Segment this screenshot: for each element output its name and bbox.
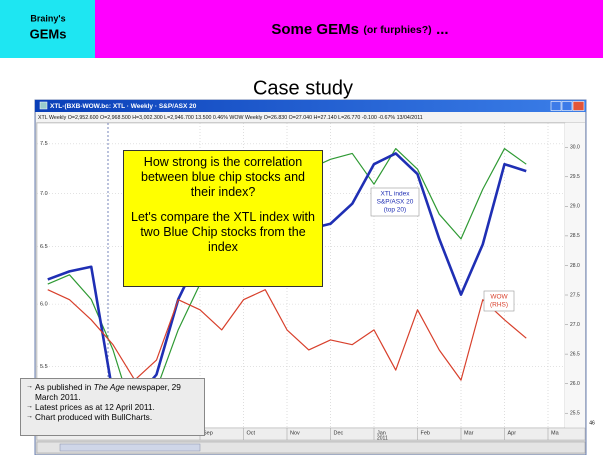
slide-title: Case study <box>253 77 353 99</box>
series-tag-text: (RHS) <box>490 302 508 309</box>
y2-tick-label: 28.5 <box>570 233 580 239</box>
header-title-sub: (or furphies?) <box>363 24 431 36</box>
x-tick-label: Nov <box>290 430 300 436</box>
x-tick-label: Dec <box>334 430 344 436</box>
window-title-bar <box>35 100 586 112</box>
y2-tick-label: 28.0 <box>570 263 580 269</box>
header-title-tail: ... <box>436 21 449 38</box>
note-item: As published in The Age newspaper, 29 Ma… <box>26 382 200 402</box>
y2-tick-label: 26.5 <box>570 351 580 357</box>
info-text: XTL Weekly O=2,952.600 O=2,968.500 H=3,0… <box>38 115 423 121</box>
note: As published in The Age newspaper, 29 Ma… <box>20 378 205 436</box>
close-button[interactable] <box>572 101 585 111</box>
y-tick-label: 6.0 <box>40 302 48 308</box>
y2-tick-label: 29.5 <box>570 174 580 180</box>
series-line <box>47 289 527 381</box>
series-tag-text: S&P/ASX 20 <box>377 199 414 206</box>
y2-tick-label: 30.0 <box>570 145 580 151</box>
right-axis-area <box>565 123 585 428</box>
brand-line: Brainy's <box>30 13 65 23</box>
window-title: XTL-(BXB-WOW.bc: XTL · Weekly · S&P/ASX … <box>50 103 197 110</box>
series-tag <box>483 290 515 312</box>
note-item: Latest prices as at 12 April 2011. <box>26 402 200 412</box>
window-icon <box>39 101 48 110</box>
series-tag-text: (top 20) <box>384 207 406 214</box>
series-tag <box>370 187 420 217</box>
page-number: 46 <box>589 420 595 426</box>
note-list: As published in The Age newspaper, 29 Ma… <box>25 382 200 422</box>
brand-line: GEMs <box>30 26 67 41</box>
y-tick-label: 7.0 <box>40 191 48 197</box>
y-tick-label: 6.5 <box>40 244 48 250</box>
x-tick-label: Oct <box>247 430 256 436</box>
x-tick-label: Feb <box>421 430 430 436</box>
x-tick-label: Mar <box>464 430 474 436</box>
brand-box <box>0 0 95 58</box>
y2-tick-label: 29.0 <box>570 204 580 210</box>
x-tick-label: Sep <box>203 430 213 436</box>
header-title-main: Some GEMs <box>271 21 359 38</box>
info-row <box>36 112 585 122</box>
series-tag-text: XTL index <box>380 191 410 198</box>
callout-proposal: Let's compare the XTL index with two Blu… <box>131 210 315 254</box>
x-year-label: 2011 <box>377 435 388 441</box>
note-italic: The Age <box>93 382 125 392</box>
note-item: Chart produced with BullCharts. <box>26 412 200 422</box>
y2-tick-label: 27.0 <box>570 322 580 328</box>
x-tick-label: Jan <box>377 430 386 436</box>
y2-tick-label: 25.5 <box>570 411 580 417</box>
y2-tick-label: 27.5 <box>570 292 580 298</box>
minimize-button[interactable] <box>550 101 562 111</box>
callout: How strong is the correlation between bl… <box>123 150 323 287</box>
header-bar <box>95 0 603 58</box>
note-text: As published in <box>35 382 94 392</box>
scrollbar-thumb[interactable] <box>59 443 201 452</box>
note-text: newspaper, 29 March 2011. <box>35 382 181 402</box>
series-tag-text: WOW <box>490 294 508 301</box>
header-title: Some GEMs (or furphies?) ... <box>271 21 448 38</box>
y2-tick-label: 26.0 <box>570 381 580 387</box>
x-tick-label: Apr <box>508 430 517 436</box>
scrollbar[interactable] <box>36 441 586 454</box>
y-tick-label: 5.5 <box>40 364 48 370</box>
y-tick-label: 7.5 <box>40 141 48 147</box>
callout-question: How strong is the correlation between bl… <box>141 155 305 199</box>
maximize-button[interactable] <box>561 101 573 111</box>
x-tick-label: Ma <box>551 430 560 436</box>
